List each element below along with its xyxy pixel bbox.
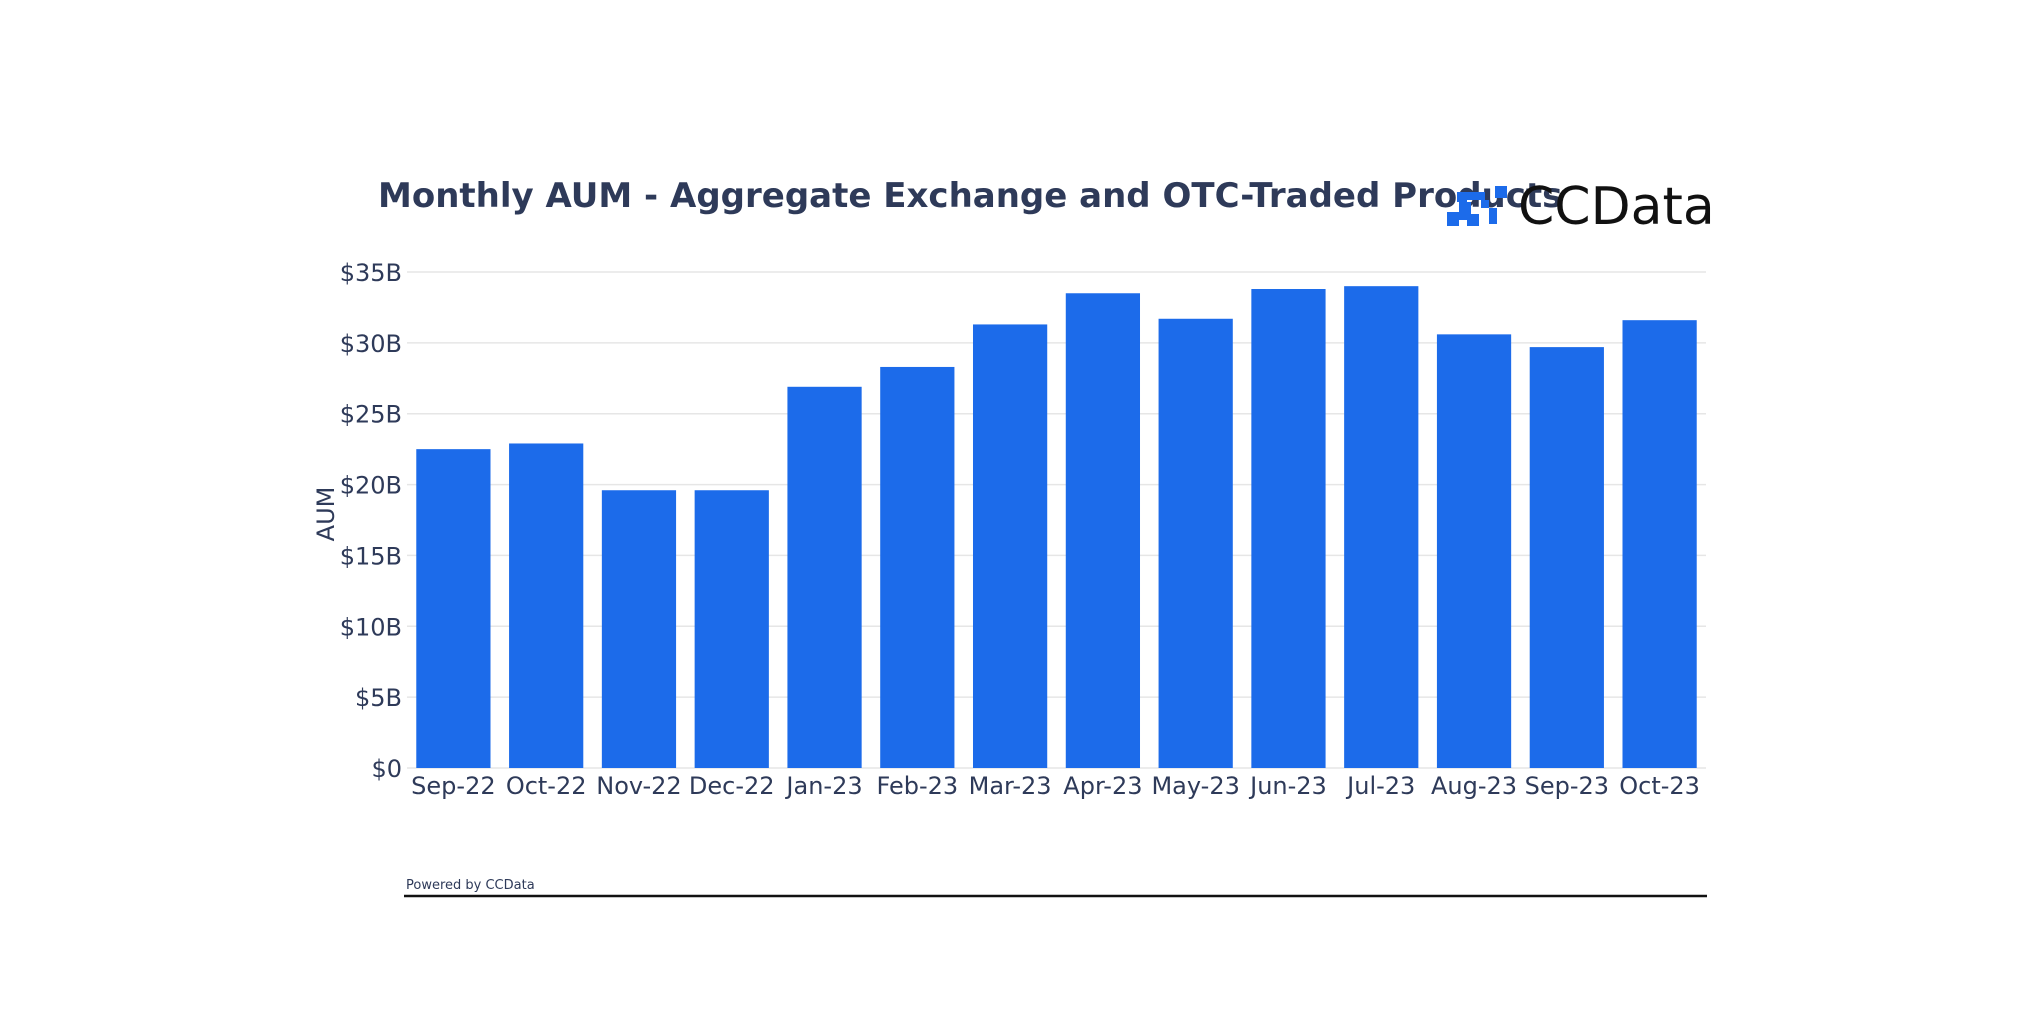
x-tick-label: Jul-23 — [1345, 772, 1415, 800]
x-tick-label: Feb-23 — [876, 772, 958, 800]
ccdata-logo: CCData — [1447, 177, 1715, 237]
x-tick-label: Sep-22 — [411, 772, 495, 800]
x-tick-label: Mar-23 — [969, 772, 1052, 800]
bar — [1622, 320, 1697, 768]
x-tick-label: May-23 — [1151, 772, 1239, 800]
bar — [787, 386, 862, 768]
bar — [1344, 286, 1419, 768]
ccdata-logo-icon — [1447, 186, 1507, 226]
x-tick-label: Apr-23 — [1063, 772, 1142, 800]
bar — [1251, 289, 1326, 768]
x-tick-label: Aug-23 — [1431, 772, 1517, 800]
y-tick-label: $20B — [340, 472, 402, 500]
bar — [1436, 334, 1512, 768]
bar — [509, 443, 584, 768]
y-tick-label: $25B — [340, 401, 402, 429]
x-tick-label: Dec-22 — [689, 772, 775, 800]
x-tick-label: Jun-23 — [1248, 772, 1327, 800]
x-tick-label: Nov-22 — [596, 772, 681, 800]
bar — [601, 490, 677, 768]
x-tick-label: Oct-23 — [1619, 772, 1700, 800]
y-axis-ticks: $0 $5B $10B $15B $20B $25B $30B $35B — [340, 259, 402, 783]
bar — [416, 449, 491, 768]
footer-credit: Powered by CCData — [406, 878, 535, 893]
x-tick-label: Sep-23 — [1525, 772, 1609, 800]
bar — [972, 324, 1048, 768]
y-axis-label: AUM — [312, 487, 340, 542]
x-axis-ticks: Sep-22 Oct-22 Nov-22 Dec-22 Jan-23 Feb-23 Mar-… — [411, 772, 1700, 800]
y-tick-label: $30B — [340, 330, 402, 358]
y-tick-label: $5B — [355, 684, 402, 712]
y-tick-label: $35B — [340, 259, 402, 287]
y-tick-label: $15B — [340, 542, 402, 570]
bars — [416, 286, 1697, 768]
y-tick-label: $0 — [371, 755, 402, 783]
bar — [694, 490, 769, 768]
x-tick-label: Jan-23 — [784, 772, 862, 800]
brand-wordmark: CCData — [1518, 177, 1715, 237]
y-tick-label: $10B — [340, 613, 402, 641]
x-tick-label: Oct-22 — [506, 772, 587, 800]
bar — [1158, 318, 1233, 768]
bar — [1065, 293, 1141, 768]
bar — [1529, 347, 1604, 768]
bar — [880, 366, 955, 768]
chart-title: Monthly AUM - Aggregate Exchange and OTC… — [378, 176, 1562, 216]
